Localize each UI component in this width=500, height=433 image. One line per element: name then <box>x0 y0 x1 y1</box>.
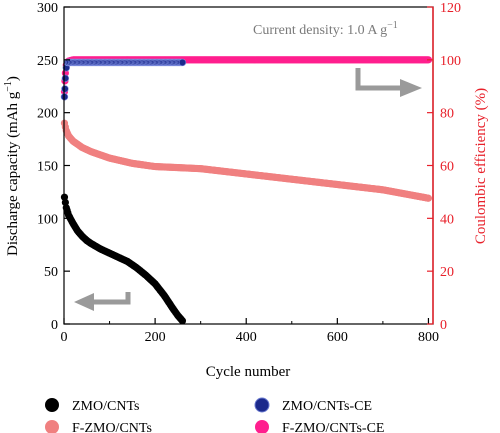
x-tick-label: 200 <box>145 330 166 345</box>
series-zmo <box>60 193 187 325</box>
y-right-tick-label: 40 <box>440 212 454 227</box>
x-tick-label: 0 <box>61 330 68 345</box>
legend-item-fzmo: F-ZMO/CNTs <box>45 420 152 433</box>
plot-frame <box>63 6 434 325</box>
y-left-tick-label: 100 <box>37 212 58 227</box>
data-point <box>424 194 433 202</box>
data-point <box>61 85 69 93</box>
series-zmo-ce <box>60 58 187 101</box>
y-right-tick-label: 80 <box>440 107 454 122</box>
y-left-tick-label: 200 <box>37 107 58 122</box>
y-right-tick-label: 20 <box>440 265 454 280</box>
svg-text:ZMO/CNTs-CE: ZMO/CNTs-CE <box>282 399 372 414</box>
y-left-tick-label: 250 <box>37 54 58 69</box>
x-axis-title: Cycle number <box>206 364 291 380</box>
svg-text:F-ZMO/CNTs: F-ZMO/CNTs <box>72 421 152 433</box>
series-fzmo <box>60 119 433 202</box>
y-left-tick-label: 300 <box>37 1 58 16</box>
legend: ZMO/CNTs F-ZMO/CNTs ZMO/CNTs-CE F-ZMO/CN… <box>45 397 384 433</box>
data-point <box>61 74 70 83</box>
x-tick-label: 400 <box>236 330 257 345</box>
arrow-left-axis <box>74 292 131 311</box>
x-tick-label: 800 <box>418 330 439 345</box>
y-right-tick-label: 100 <box>440 54 461 69</box>
legend-item-zmo-ce: ZMO/CNTs-CE <box>254 397 372 414</box>
arrow-right-axis <box>355 68 422 97</box>
y-axis-left-title: Discharge capacity (mAh g−1) <box>3 76 21 256</box>
svg-text:ZMO/CNTs: ZMO/CNTs <box>72 399 139 414</box>
y-left-tick-label: 50 <box>44 265 58 280</box>
x-tick-label: 600 <box>327 330 348 345</box>
y-left-tick-label: 150 <box>37 160 58 175</box>
y-right-tick-label: 120 <box>440 1 461 16</box>
y-left-tick-label: 0 <box>51 318 58 333</box>
legend-item-fzmo-ce: F-ZMO/CNTs-CE <box>255 420 384 433</box>
legend-item-zmo: ZMO/CNTs <box>45 398 139 414</box>
svg-text:F-ZMO/CNTs-CE: F-ZMO/CNTs-CE <box>282 421 384 433</box>
data-point <box>178 58 187 67</box>
y-axis-right-title: Coulombic efficiency (%) <box>473 88 489 244</box>
y-right-tick-label: 0 <box>440 318 447 333</box>
annotation-text: Current density: 1.0 A g−1 <box>253 20 398 38</box>
data-point <box>178 317 187 325</box>
y-right-tick-label: 60 <box>440 160 454 175</box>
